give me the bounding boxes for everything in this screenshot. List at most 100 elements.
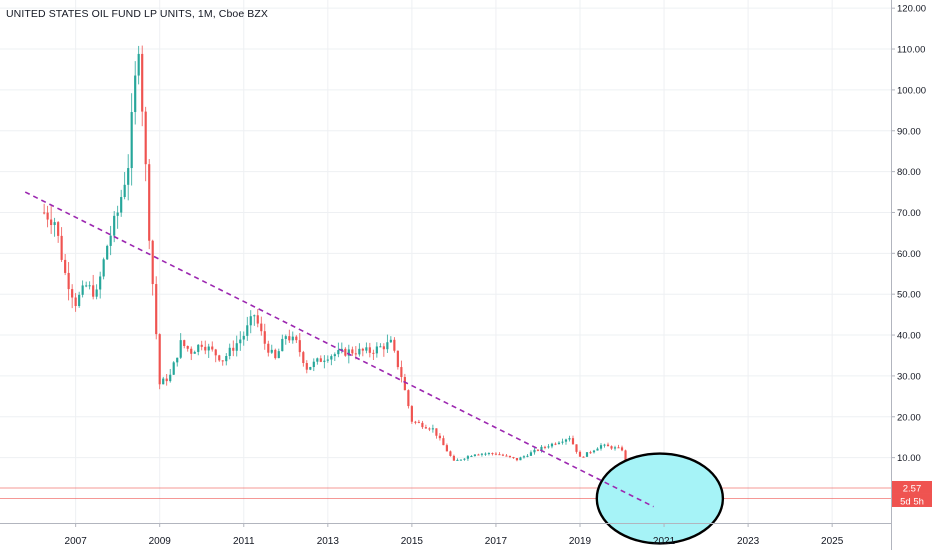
candle-body	[358, 348, 361, 355]
candle-body	[284, 336, 287, 339]
candle-body	[291, 336, 294, 341]
price-tick-label: 50.00	[897, 290, 921, 301]
candle-body	[564, 439, 568, 442]
candle-body	[536, 449, 540, 451]
candle-body	[498, 454, 501, 456]
countdown-label: 5d 5h	[900, 496, 924, 507]
candle-body	[85, 285, 88, 287]
candle-body	[459, 459, 462, 461]
candle-body	[242, 335, 245, 340]
candle-body	[463, 458, 466, 460]
candle-body	[522, 456, 526, 458]
symbol-title: UNITED STATES OIL FUND LP UNITS, 1M, Cbo…	[6, 8, 268, 20]
candle-body	[417, 421, 420, 423]
candle-body	[351, 349, 354, 354]
candle-body	[396, 350, 399, 368]
candle-body	[512, 457, 515, 459]
candle-body	[81, 285, 84, 295]
candle-body	[508, 455, 512, 458]
candle-body	[431, 428, 434, 430]
candle-body	[452, 455, 455, 461]
candle-body	[337, 350, 340, 355]
candle-body	[428, 428, 431, 430]
last-price-label: 2.57	[903, 483, 922, 494]
candle-body	[78, 294, 81, 307]
candle-body	[501, 454, 505, 456]
candle-body	[410, 406, 413, 422]
candle-body	[249, 316, 252, 326]
candle-body	[109, 235, 112, 246]
candle-body	[442, 438, 445, 446]
candle-body	[382, 346, 385, 350]
candle-body	[169, 374, 172, 382]
candle-body	[571, 438, 575, 445]
time-tick-label: 2017	[485, 536, 508, 547]
candle-body	[64, 259, 67, 273]
candle-body	[228, 347, 231, 356]
candle-body	[403, 377, 406, 391]
candle-body	[53, 222, 56, 226]
candle-body	[235, 343, 238, 351]
candle-body	[543, 446, 547, 448]
candle-body	[67, 272, 70, 290]
candle-body	[449, 451, 452, 456]
candle-body	[281, 338, 284, 352]
candle-body	[582, 456, 585, 458]
candle-body	[473, 454, 477, 456]
price-tick-label: 60.00	[897, 249, 921, 260]
candle-body	[470, 455, 473, 457]
candle-body	[379, 346, 382, 348]
candle-body	[214, 349, 217, 356]
price-tick-label: 10.00	[897, 453, 921, 464]
candle-body	[200, 344, 203, 347]
candle-body	[319, 358, 322, 362]
candle-body	[414, 421, 417, 423]
candle-body	[172, 362, 175, 375]
candle-body	[141, 53, 144, 112]
candle-body	[106, 245, 109, 260]
candle-body	[589, 452, 592, 454]
time-tick-label: 2023	[737, 536, 760, 547]
candle-body	[183, 340, 186, 346]
candle-body	[466, 456, 470, 459]
candle-body	[526, 455, 529, 457]
candle-body	[557, 442, 561, 445]
candle-body	[344, 348, 347, 356]
candle-body	[197, 344, 200, 352]
candle-body	[316, 358, 319, 362]
drawing-annotations[interactable]	[0, 191, 891, 545]
candle-body	[610, 446, 613, 449]
price-tick-label: 70.00	[897, 208, 921, 219]
candle-body	[46, 212, 49, 220]
candle-body	[71, 289, 74, 298]
candle-body	[288, 336, 291, 341]
candle-body	[603, 444, 606, 446]
candle-body	[260, 323, 263, 332]
candle-body	[162, 378, 165, 385]
time-tick-label: 2009	[149, 536, 172, 547]
time-tick-label: 2007	[65, 536, 88, 547]
candle-body	[277, 351, 280, 359]
candle-body	[43, 212, 46, 214]
candle-body	[120, 197, 123, 213]
candle-body	[547, 446, 550, 448]
candle-body	[533, 449, 536, 453]
trendline	[24, 191, 654, 508]
candle-body	[113, 215, 116, 236]
candle-body	[435, 428, 438, 436]
candle-body	[578, 451, 582, 457]
candle-body	[561, 441, 564, 443]
candle-body	[606, 444, 610, 447]
candle-body	[186, 345, 189, 349]
candle-body	[477, 454, 480, 456]
time-tick-label: 2013	[317, 536, 340, 547]
candle-body	[130, 112, 133, 169]
candle-body	[151, 240, 154, 285]
candle-body	[456, 459, 459, 461]
candle-body	[253, 315, 256, 317]
candle-body	[232, 347, 235, 351]
candle-body	[239, 339, 242, 344]
